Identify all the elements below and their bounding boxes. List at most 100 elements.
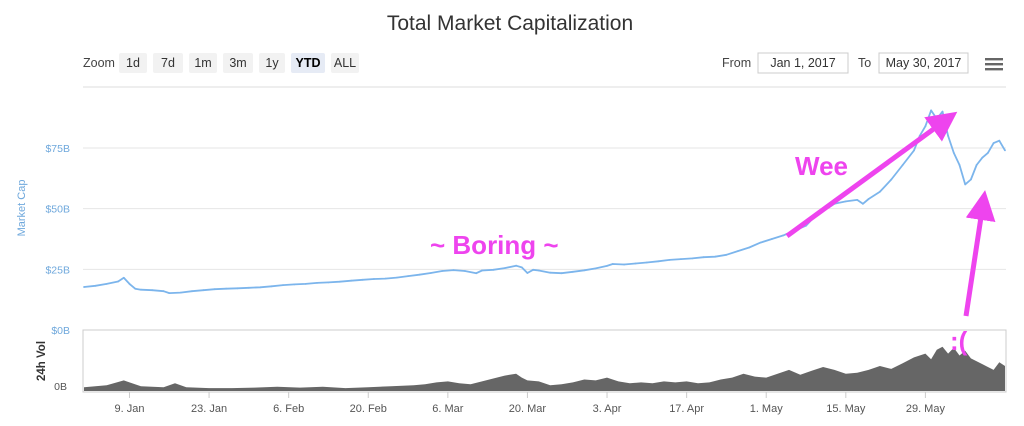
market-cap-point [526, 272, 529, 274]
market-cap-point [952, 152, 955, 154]
to-date-value: May 30, 2017 [886, 56, 962, 70]
zoom-button-1y[interactable]: 1y [259, 53, 285, 73]
market-cap-point [691, 257, 694, 260]
zoom-button-bg [153, 53, 183, 73]
zoom-button-7d[interactable]: 7d [153, 53, 183, 73]
zoom-button-all[interactable]: ALL [331, 53, 359, 73]
market-cap-point [844, 200, 847, 203]
market-cap-point [293, 283, 296, 286]
market-cap-point [464, 270, 466, 272]
chart-title: Total Market Capitalization [387, 12, 633, 35]
zoom-button-label: 1d [126, 56, 140, 70]
zoom-button-bg [259, 53, 285, 73]
market-cap-point [998, 139, 1001, 142]
market-cap-point [611, 263, 614, 265]
market-cap-point [395, 276, 398, 279]
market-cap-point [515, 264, 517, 267]
x-tick-label: 17. Apr [669, 403, 704, 415]
market-cap-point [634, 262, 637, 265]
market-cap-point [981, 156, 984, 159]
market-cap-point [924, 125, 927, 128]
market-cap-point [259, 286, 262, 289]
market-cap-point [503, 267, 506, 269]
volume-axis-title: 24h Vol [36, 341, 48, 381]
market-cap-point [606, 265, 608, 267]
market-cap-series-line [83, 109, 1006, 294]
market-cap-point [913, 149, 915, 152]
market-cap-point [725, 253, 728, 256]
market-cap-point [856, 199, 859, 201]
volume-tick-0: 0B [54, 381, 67, 393]
zoom-button-bg [189, 53, 217, 73]
zoom-button-1d[interactable]: 1d [119, 53, 147, 73]
from-date-value: Jan 1, 2017 [770, 56, 835, 70]
market-cap-point [668, 259, 671, 261]
market-cap-point [970, 178, 972, 181]
from-date-input[interactable]: Jan 1, 2017 [757, 52, 849, 74]
to-date-input[interactable]: May 30, 2017 [878, 52, 969, 74]
x-tick-label: 9. Jan [114, 403, 144, 415]
market-cap-point [975, 164, 978, 166]
zoom-button-group: 1d 7d 1m 3m 1y YTD ALL [119, 53, 359, 73]
zoom-button-label: YTD [296, 56, 321, 70]
market-cap-point [83, 286, 85, 288]
market-cap-point [270, 285, 273, 288]
market-cap-point [992, 142, 995, 145]
zoom-button-label: 1m [194, 56, 211, 70]
market-cap-point [572, 270, 574, 273]
volume-area [84, 346, 1005, 391]
x-tick-label: 29. May [906, 403, 946, 415]
zoom-button-label: 3m [229, 56, 246, 70]
zoom-button-bg [119, 53, 147, 73]
x-tick-label: 6. Mar [432, 403, 464, 415]
x-axis-ticks: 9. Jan 23. Jan 6. Feb 20. Feb 6. Mar 20. Mar 3… [114, 392, 945, 415]
market-cap-point [941, 110, 944, 113]
market-cap-point [657, 260, 660, 263]
market-cap-point [373, 278, 375, 280]
market-cap-point [117, 280, 119, 283]
market-cap-point [714, 255, 716, 258]
to-label: To [858, 56, 871, 70]
market-cap-point [594, 267, 597, 270]
market-cap-point [191, 290, 193, 293]
x-tick-label: 3. Apr [593, 403, 622, 415]
market-cap-point [987, 152, 989, 154]
market-cap-point [304, 283, 307, 285]
market-cap-point [475, 272, 478, 275]
zoom-button-bg [223, 53, 253, 73]
x-tick-label: 15. May [826, 403, 866, 415]
x-tick-label: 20. Mar [509, 403, 547, 415]
market-cap-point [361, 278, 364, 281]
market-cap-point [748, 246, 751, 249]
zoom-button-ytd[interactable]: YTD [291, 53, 325, 73]
market-cap-point [248, 286, 250, 289]
x-tick-label: 6. Feb [273, 403, 304, 415]
market-cap-point [867, 198, 870, 200]
hamburger-menu-icon[interactable] [985, 58, 1003, 71]
x-tick-label: 23. Jan [191, 403, 227, 415]
annotation-sad: :( [950, 326, 968, 356]
market-cap-point [225, 287, 228, 290]
y-axis-title: Market Cap [16, 180, 28, 237]
market-cap-point [964, 183, 967, 186]
market-cap-point [520, 266, 523, 269]
market-cap-point [537, 269, 540, 272]
market-cap-point [890, 178, 893, 181]
from-label: From [722, 56, 751, 70]
market-cap-point [549, 271, 552, 274]
market-cap-point [1004, 149, 1006, 152]
market-cap-point [441, 270, 444, 272]
zoom-button-1m[interactable]: 1m [189, 53, 217, 73]
market-cap-point [350, 279, 353, 282]
market-cap-point [140, 288, 142, 291]
y-axis-ticks: $0B $25B $50B $75B [45, 143, 70, 337]
x-tick-label: 1. May [750, 403, 784, 415]
zoom-button-3m[interactable]: 3m [223, 53, 253, 73]
y-tick-label: $50B [45, 204, 70, 216]
market-cap-point [532, 268, 534, 271]
market-cap-point [492, 268, 495, 271]
y-tick-label: $75B [45, 143, 70, 155]
annotation-boring: ~ Boring ~ [430, 230, 559, 260]
market-cap-point [236, 287, 239, 290]
market-cap-point [407, 275, 409, 277]
